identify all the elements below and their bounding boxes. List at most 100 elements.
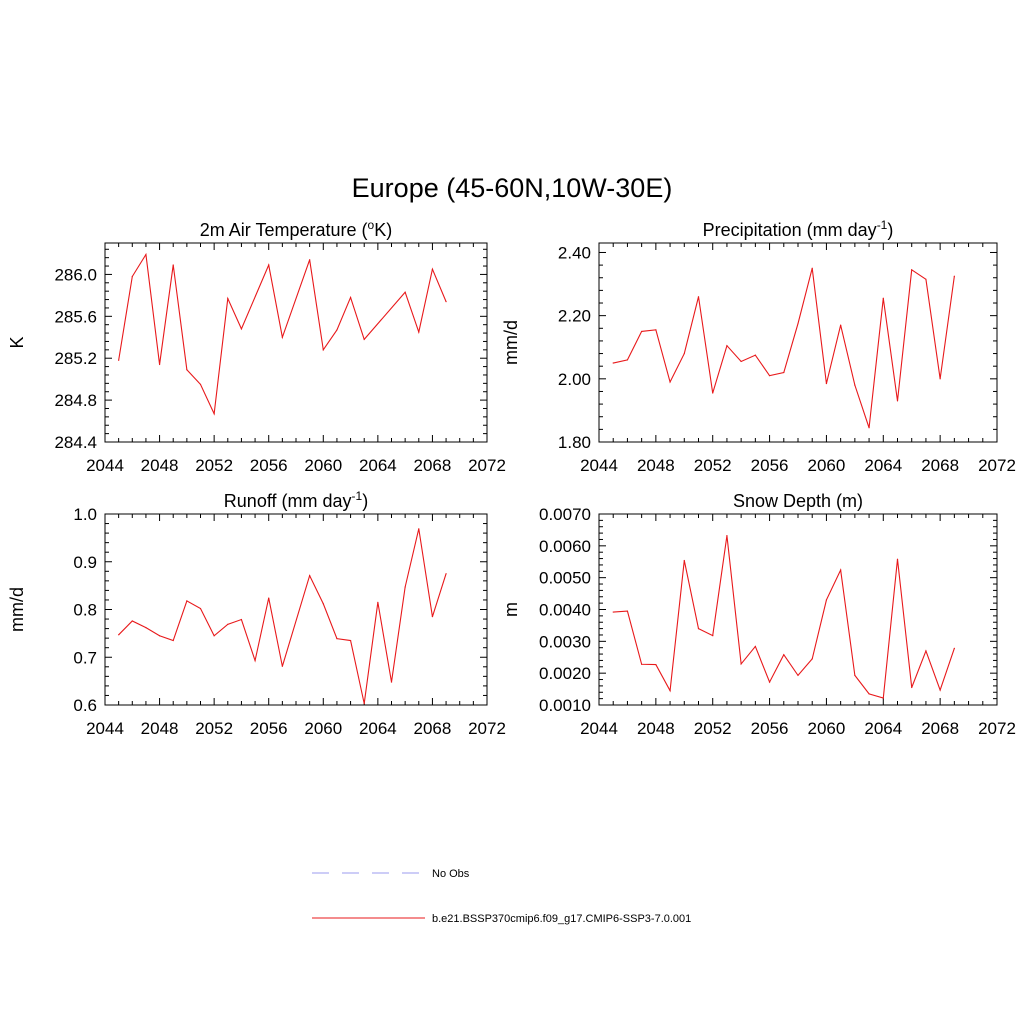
x-tick-label: 2056 [250,719,288,738]
x-tick-label: 2052 [195,719,233,738]
legend-label: No Obs [432,868,470,880]
x-tick-label: 2044 [580,719,618,738]
legend-label: b.e21.BSSP370cmip6.f09_g17.CMIP6-SSP3-7.… [432,913,691,925]
data-point [445,573,447,575]
panel-3: Runoff (mm day-1) mm/d 2044 2048 2052 2056 206… [7,489,506,738]
data-point [868,693,870,695]
data-point [811,267,813,269]
x-tick-label: 2060 [304,719,342,738]
y-tick-label: 2.00 [558,370,591,389]
data-point [199,383,202,385]
data-point [418,331,420,333]
data-point [612,362,614,364]
data-point [186,369,188,371]
data-point [390,681,393,683]
data-point [726,345,728,347]
panel-title-text: 2m Air Temperature ( [200,220,368,240]
data-point [712,392,714,394]
panel-title: 2m Air Temperature (oK) [200,218,392,240]
data-point [669,690,671,692]
data-point [825,382,828,385]
data-point [268,264,270,266]
x-tick-label: 2052 [694,719,732,738]
data-point [911,269,913,271]
data-point [612,611,614,613]
data-point [118,634,120,636]
data-point [254,659,256,662]
data-point [336,638,338,640]
data-point [281,336,283,338]
data-point [309,574,311,577]
x-tick-label: 2060 [808,456,846,475]
data-point [797,674,799,676]
data-point [768,375,771,377]
data-point [377,601,379,603]
data-point [854,674,856,676]
panels: 2m Air Temperature (oK) K 2044 2048 2052 2056… [7,218,1016,738]
x-tick-label: 2060 [808,719,846,738]
y-tick-label: 284.8 [54,391,97,410]
y-tick-label: 2.20 [558,307,591,326]
data-point [840,324,842,326]
y-tick-label: 2.40 [558,243,591,262]
y-tick-label: 0.0070 [539,505,591,524]
y-axis-label: K [7,336,27,348]
x-tick-label: 2044 [86,719,124,738]
data-point [683,559,685,562]
legend: No Obs b.e21.BSSP370cmip6.f09_g17.CMIP6-S… [312,868,691,925]
y-tick-label: 285.2 [54,349,97,368]
y-tick-label: 0.0030 [539,632,591,651]
y-tick-label: 285.6 [54,307,97,326]
figure-title: Europe (45-60N,10W-30E) [352,173,673,203]
data-point [825,599,828,601]
data-point [268,597,270,599]
x-tick-label: 2068 [414,719,452,738]
x-tick-label: 2048 [637,719,675,738]
data-point [683,352,685,355]
panel-title-text: Precipitation (mm day [703,220,877,240]
data-point [925,650,927,652]
y-tick-label: 0.7 [73,648,97,667]
x-tick-label: 2056 [751,719,789,738]
panel-title: Snow Depth (m) [733,491,863,511]
data-point [896,558,899,560]
series-line [118,528,447,704]
data-point [939,689,941,691]
y-tick-label: 1.80 [558,433,591,452]
data-point [740,663,742,665]
data-point [404,586,406,588]
data-point [131,620,133,622]
data-point [797,322,799,325]
y-tick-label: 0.8 [73,601,97,620]
data-point [363,702,365,705]
data-point [641,663,643,665]
panel-title: Precipitation (mm day-1) [703,218,894,240]
y-tick-label: 284.4 [54,433,97,452]
data-point [322,603,324,605]
data-point [172,639,174,642]
x-tick-label: 2064 [864,719,902,738]
x-tick-label: 2056 [250,456,288,475]
panel-title-text: Snow Depth (m) [733,491,863,511]
panel-title-suffix: ) [362,491,368,511]
data-point [754,354,756,356]
data-point [854,384,856,386]
data-point [349,639,352,642]
data-point [655,663,657,666]
data-point [783,654,785,656]
x-tick-label: 2068 [414,456,452,475]
data-point [158,635,161,637]
data-point [349,296,352,299]
data-point [882,297,884,299]
data-point [768,681,771,683]
data-point [754,645,756,648]
data-point [641,330,643,333]
panel-4: Snow Depth (m) m 2044 2048 2052 2056 2060 2064 2… [501,491,1016,738]
data-point [240,618,243,621]
data-point [336,329,338,331]
y-tick-label: 0.0010 [539,696,591,715]
x-tick-label: 2072 [468,719,506,738]
data-point [697,628,700,630]
